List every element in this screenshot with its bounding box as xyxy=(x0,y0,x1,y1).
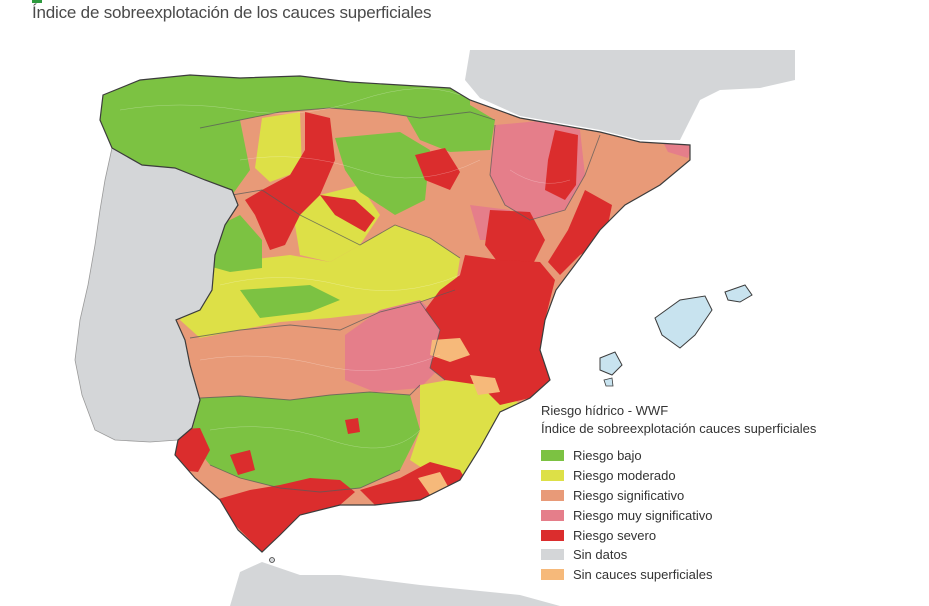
legend-item: Riesgo muy significativo xyxy=(541,505,841,525)
legend-item: Riesgo significativo xyxy=(541,486,841,506)
legend-item: Riesgo moderado xyxy=(541,466,841,486)
legend-swatch xyxy=(541,470,564,482)
legend-item: Sin datos xyxy=(541,545,841,565)
legend-label: Riesgo moderado xyxy=(573,468,676,484)
legend-label: Sin cauces superficiales xyxy=(573,567,713,583)
legend-label: Riesgo severo xyxy=(573,527,657,543)
legend-item: Riesgo severo xyxy=(541,525,841,545)
legend-subtitle: Índice de sobreexplotación cauces superf… xyxy=(541,421,817,436)
spain-outline xyxy=(99,74,691,553)
legend-item: Sin cauces superficiales xyxy=(541,565,841,585)
legend-swatch xyxy=(541,509,564,521)
map-legend: Riesgo hídrico - WWF Índice de sobreexpl… xyxy=(541,402,841,585)
france-land xyxy=(465,50,795,140)
legend-swatch xyxy=(541,489,564,501)
legend-title: Riesgo hídrico - WWF xyxy=(541,403,669,418)
legend-swatch xyxy=(541,450,564,462)
legend-swatch xyxy=(541,569,564,581)
legend-label: Riesgo muy significativo xyxy=(573,507,713,523)
balearic-islands xyxy=(599,284,753,387)
legend-list: Riesgo bajo Riesgo moderado Riesgo signi… xyxy=(541,446,841,585)
africa-land xyxy=(230,562,560,606)
legend-item: Riesgo bajo xyxy=(541,446,841,466)
legend-swatch xyxy=(541,549,564,561)
title-accent-bar xyxy=(32,0,42,3)
legend-swatch xyxy=(541,529,564,541)
page-title: Índice de sobreexplotación de los cauces… xyxy=(32,3,432,22)
legend-label: Riesgo significativo xyxy=(573,487,685,503)
legend-label: Riesgo bajo xyxy=(573,448,642,464)
legend-label: Sin datos xyxy=(573,547,628,563)
